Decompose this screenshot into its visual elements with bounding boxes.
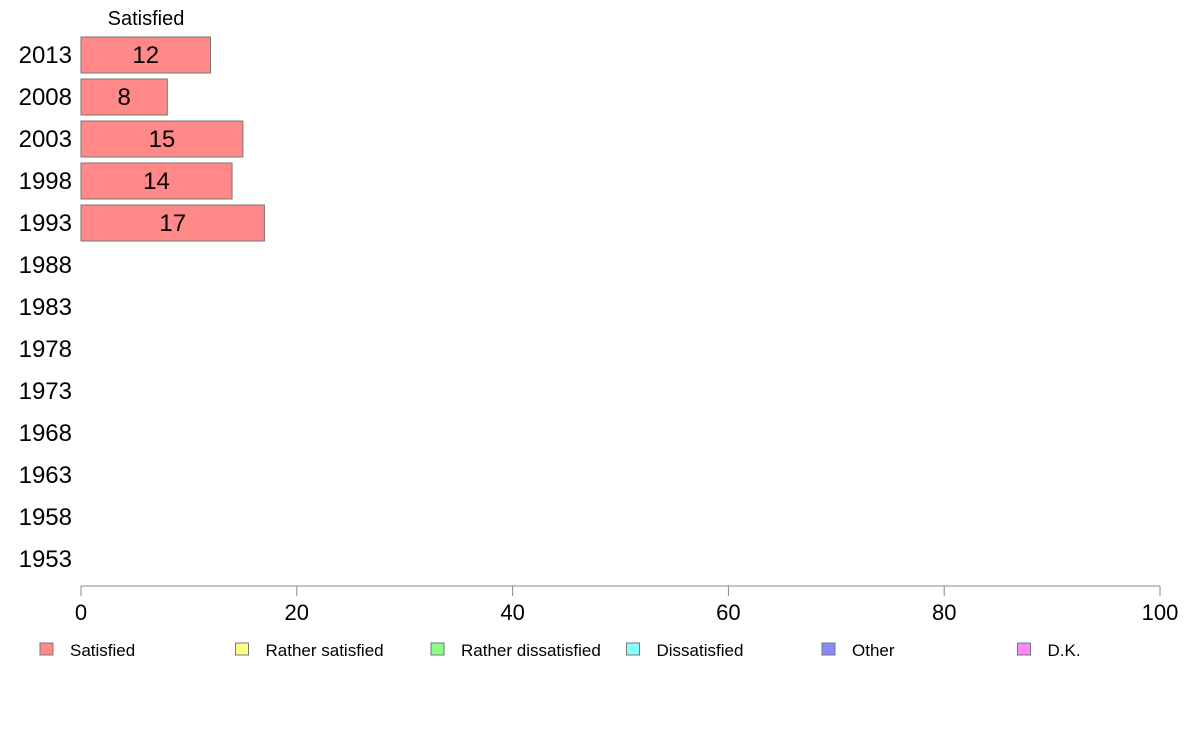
y-axis-labels: 2013 2008 2003 1998 1993 1988 1983 1978 1973 1968… bbox=[19, 42, 72, 573]
y-tick-label: 1968 bbox=[19, 420, 72, 447]
y-tick-label: 1983 bbox=[19, 294, 72, 321]
y-tick-label: 2003 bbox=[19, 126, 72, 153]
data-label: 8 bbox=[117, 84, 130, 111]
legend-swatch bbox=[1017, 642, 1031, 656]
y-tick-label: 1958 bbox=[19, 504, 72, 531]
legend-label: D.K. bbox=[1048, 641, 1081, 660]
y-tick-label: 1973 bbox=[19, 378, 72, 405]
legend: Satisfied Rather satisfied Rather dissatis… bbox=[39, 641, 1081, 660]
legend-swatch bbox=[626, 642, 640, 656]
y-tick-label: 1993 bbox=[19, 210, 72, 237]
bars: 128 15 14 17 bbox=[80, 36, 265, 242]
y-tick-label: 2008 bbox=[19, 84, 72, 111]
column-header: Satisfied bbox=[108, 8, 185, 30]
y-tick-label: 1988 bbox=[19, 252, 72, 279]
bar bbox=[80, 204, 265, 242]
y-tick-label: 1978 bbox=[19, 336, 72, 363]
legend-label: Rather satisfied bbox=[266, 641, 384, 660]
data-label: 17 bbox=[159, 210, 186, 237]
legend-swatch bbox=[39, 642, 54, 656]
x-tick-label: 100 bbox=[1142, 600, 1179, 625]
legend-swatch bbox=[430, 642, 445, 656]
y-tick-label: 1963 bbox=[19, 462, 72, 489]
bar bbox=[80, 162, 233, 200]
bar bbox=[80, 36, 211, 74]
legend-label: Other bbox=[852, 641, 895, 660]
y-tick-label: 1953 bbox=[19, 546, 72, 573]
x-tick-label: 60 bbox=[716, 600, 740, 625]
data-label: 15 bbox=[149, 126, 176, 153]
x-tick-label: 40 bbox=[500, 600, 524, 625]
data-label: 12 bbox=[132, 42, 159, 69]
x-tick-label: 0 bbox=[75, 600, 87, 625]
legend-label: Dissatisfied bbox=[657, 641, 744, 660]
legend-label: Rather dissatisfied bbox=[461, 641, 601, 660]
legend-swatch bbox=[821, 642, 836, 656]
y-tick-label: 1998 bbox=[19, 168, 72, 195]
x-tick-label: 80 bbox=[932, 600, 956, 625]
bar bbox=[80, 120, 244, 158]
legend-swatch bbox=[235, 642, 249, 656]
data-label: 14 bbox=[143, 168, 170, 195]
legend-label: Satisfied bbox=[70, 641, 135, 660]
bar bbox=[80, 78, 168, 116]
column-header-group: Satisfied bbox=[108, 8, 185, 30]
y-tick-label: 2013 bbox=[19, 42, 72, 69]
x-tick-label: 20 bbox=[285, 600, 309, 625]
x-axis: 0 20 40 60 80 100 bbox=[75, 585, 1179, 625]
